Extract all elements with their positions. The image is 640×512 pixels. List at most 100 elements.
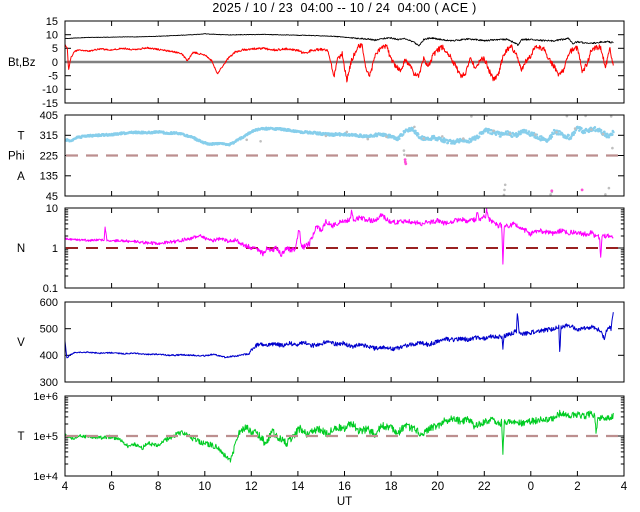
y-tick-label: 10 (46, 203, 58, 215)
y-tick-label: 0 (52, 57, 58, 69)
panel-speed: 600 500 400 300 V (17, 297, 625, 389)
data-dot (584, 115, 587, 118)
y-tick-label: 405 (40, 110, 58, 122)
y-tick-label: -15 (42, 98, 58, 110)
data-dot (611, 133, 614, 136)
data-dot (611, 146, 614, 150)
data-dot (590, 128, 593, 131)
x-tick-label: 20 (431, 481, 444, 493)
data-dot (607, 186, 611, 190)
data-dot (603, 130, 606, 133)
y-tick-label: 5 (52, 43, 58, 55)
data-dot (519, 132, 522, 136)
panel-bt_bz: 15 105 0 -5-10 -15 Bt,Bz (8, 16, 625, 110)
series-N-line (65, 208, 614, 265)
axis-label-t: T (17, 431, 24, 443)
x-tick-label: 16 (338, 481, 351, 493)
axis-label-t: T (17, 130, 24, 142)
y-tick-label: 1e+4 (33, 471, 58, 483)
x-tick-label: 18 (385, 481, 398, 493)
data-dot (565, 115, 569, 118)
y-tick-label: -10 (42, 84, 58, 96)
data-dot (580, 127, 583, 130)
data-dot (245, 138, 248, 142)
data-dot (593, 125, 597, 129)
data-dot (530, 131, 534, 134)
y-tick-label: 300 (40, 377, 58, 389)
panel-temperature: 1e+6 1e+5 1e+4 T (17, 391, 625, 483)
x-tick-label: 10 (198, 481, 211, 493)
series-V-line (65, 312, 614, 359)
data-dot (402, 149, 406, 152)
x-tick-label: 2 (574, 481, 580, 493)
data-dot (550, 189, 554, 193)
data-dot (494, 133, 498, 137)
data-dot (442, 137, 446, 140)
axis-label-phi: Phi (8, 151, 25, 163)
data-dot (527, 130, 531, 133)
data-dot (446, 141, 450, 145)
data-dot (503, 188, 506, 192)
data-dot (567, 134, 570, 137)
y-tick-label: 600 (40, 297, 58, 309)
panel-frame (64, 207, 625, 289)
data-dot (422, 137, 426, 140)
data-dot (572, 133, 575, 137)
data-dot (327, 132, 331, 135)
data-dot (485, 115, 488, 117)
axis-label-v: V (17, 337, 25, 349)
data-dot (366, 137, 370, 141)
data-dot (555, 131, 558, 134)
data-dot (573, 127, 577, 130)
data-dot (462, 137, 465, 140)
panel-frame (64, 301, 625, 383)
y-tick-label: 10 (46, 30, 58, 42)
y-tick-label: 315 (40, 130, 58, 142)
data-dot (550, 135, 554, 138)
data-dot (484, 129, 487, 133)
x-tick-label: 12 (245, 481, 258, 493)
data-dot (486, 131, 490, 134)
data-dot (503, 183, 507, 187)
axis-label-bt,bz: Bt,Bz (8, 57, 36, 69)
plot-title: 2025 / 10 / 23 04:00 -- 10 / 24 04:00 ( … (212, 1, 477, 15)
data-dot (470, 115, 473, 118)
data-dot (498, 131, 501, 134)
data-dot (573, 131, 577, 134)
data-dot (439, 136, 442, 140)
panel-frame (64, 114, 625, 197)
y-tick-label: 15 (46, 16, 58, 28)
data-dot (417, 133, 420, 136)
data-dot (401, 133, 405, 136)
data-dot (259, 140, 262, 143)
data-dot (414, 129, 417, 133)
data-dot (569, 137, 573, 140)
x-tick-label: 0 (528, 481, 534, 493)
data-dot (413, 125, 416, 129)
y-tick-label: 135 (40, 171, 58, 183)
data-dot (532, 131, 536, 135)
data-dot (403, 158, 407, 162)
x-tick-label: 22 (478, 481, 491, 493)
data-dot (441, 135, 444, 138)
data-dot (607, 136, 611, 139)
data-dot (411, 127, 414, 130)
series-Phi-dots (65, 125, 615, 147)
data-dot (499, 135, 502, 138)
data-dot (396, 138, 399, 142)
data-dot (510, 135, 514, 139)
data-dot (492, 129, 495, 133)
y-tick-label: 1e+5 (33, 431, 58, 443)
data-dot (398, 137, 401, 140)
panel-frame (64, 395, 625, 477)
panel-density: 10 1 0.1 N (17, 203, 625, 295)
phi-pink-dots (403, 158, 584, 193)
data-dot (437, 115, 441, 118)
data-dot (549, 193, 552, 196)
data-dot (609, 115, 613, 118)
data-dot (490, 129, 493, 132)
series-T-line (65, 409, 614, 463)
data-dot (524, 129, 528, 132)
